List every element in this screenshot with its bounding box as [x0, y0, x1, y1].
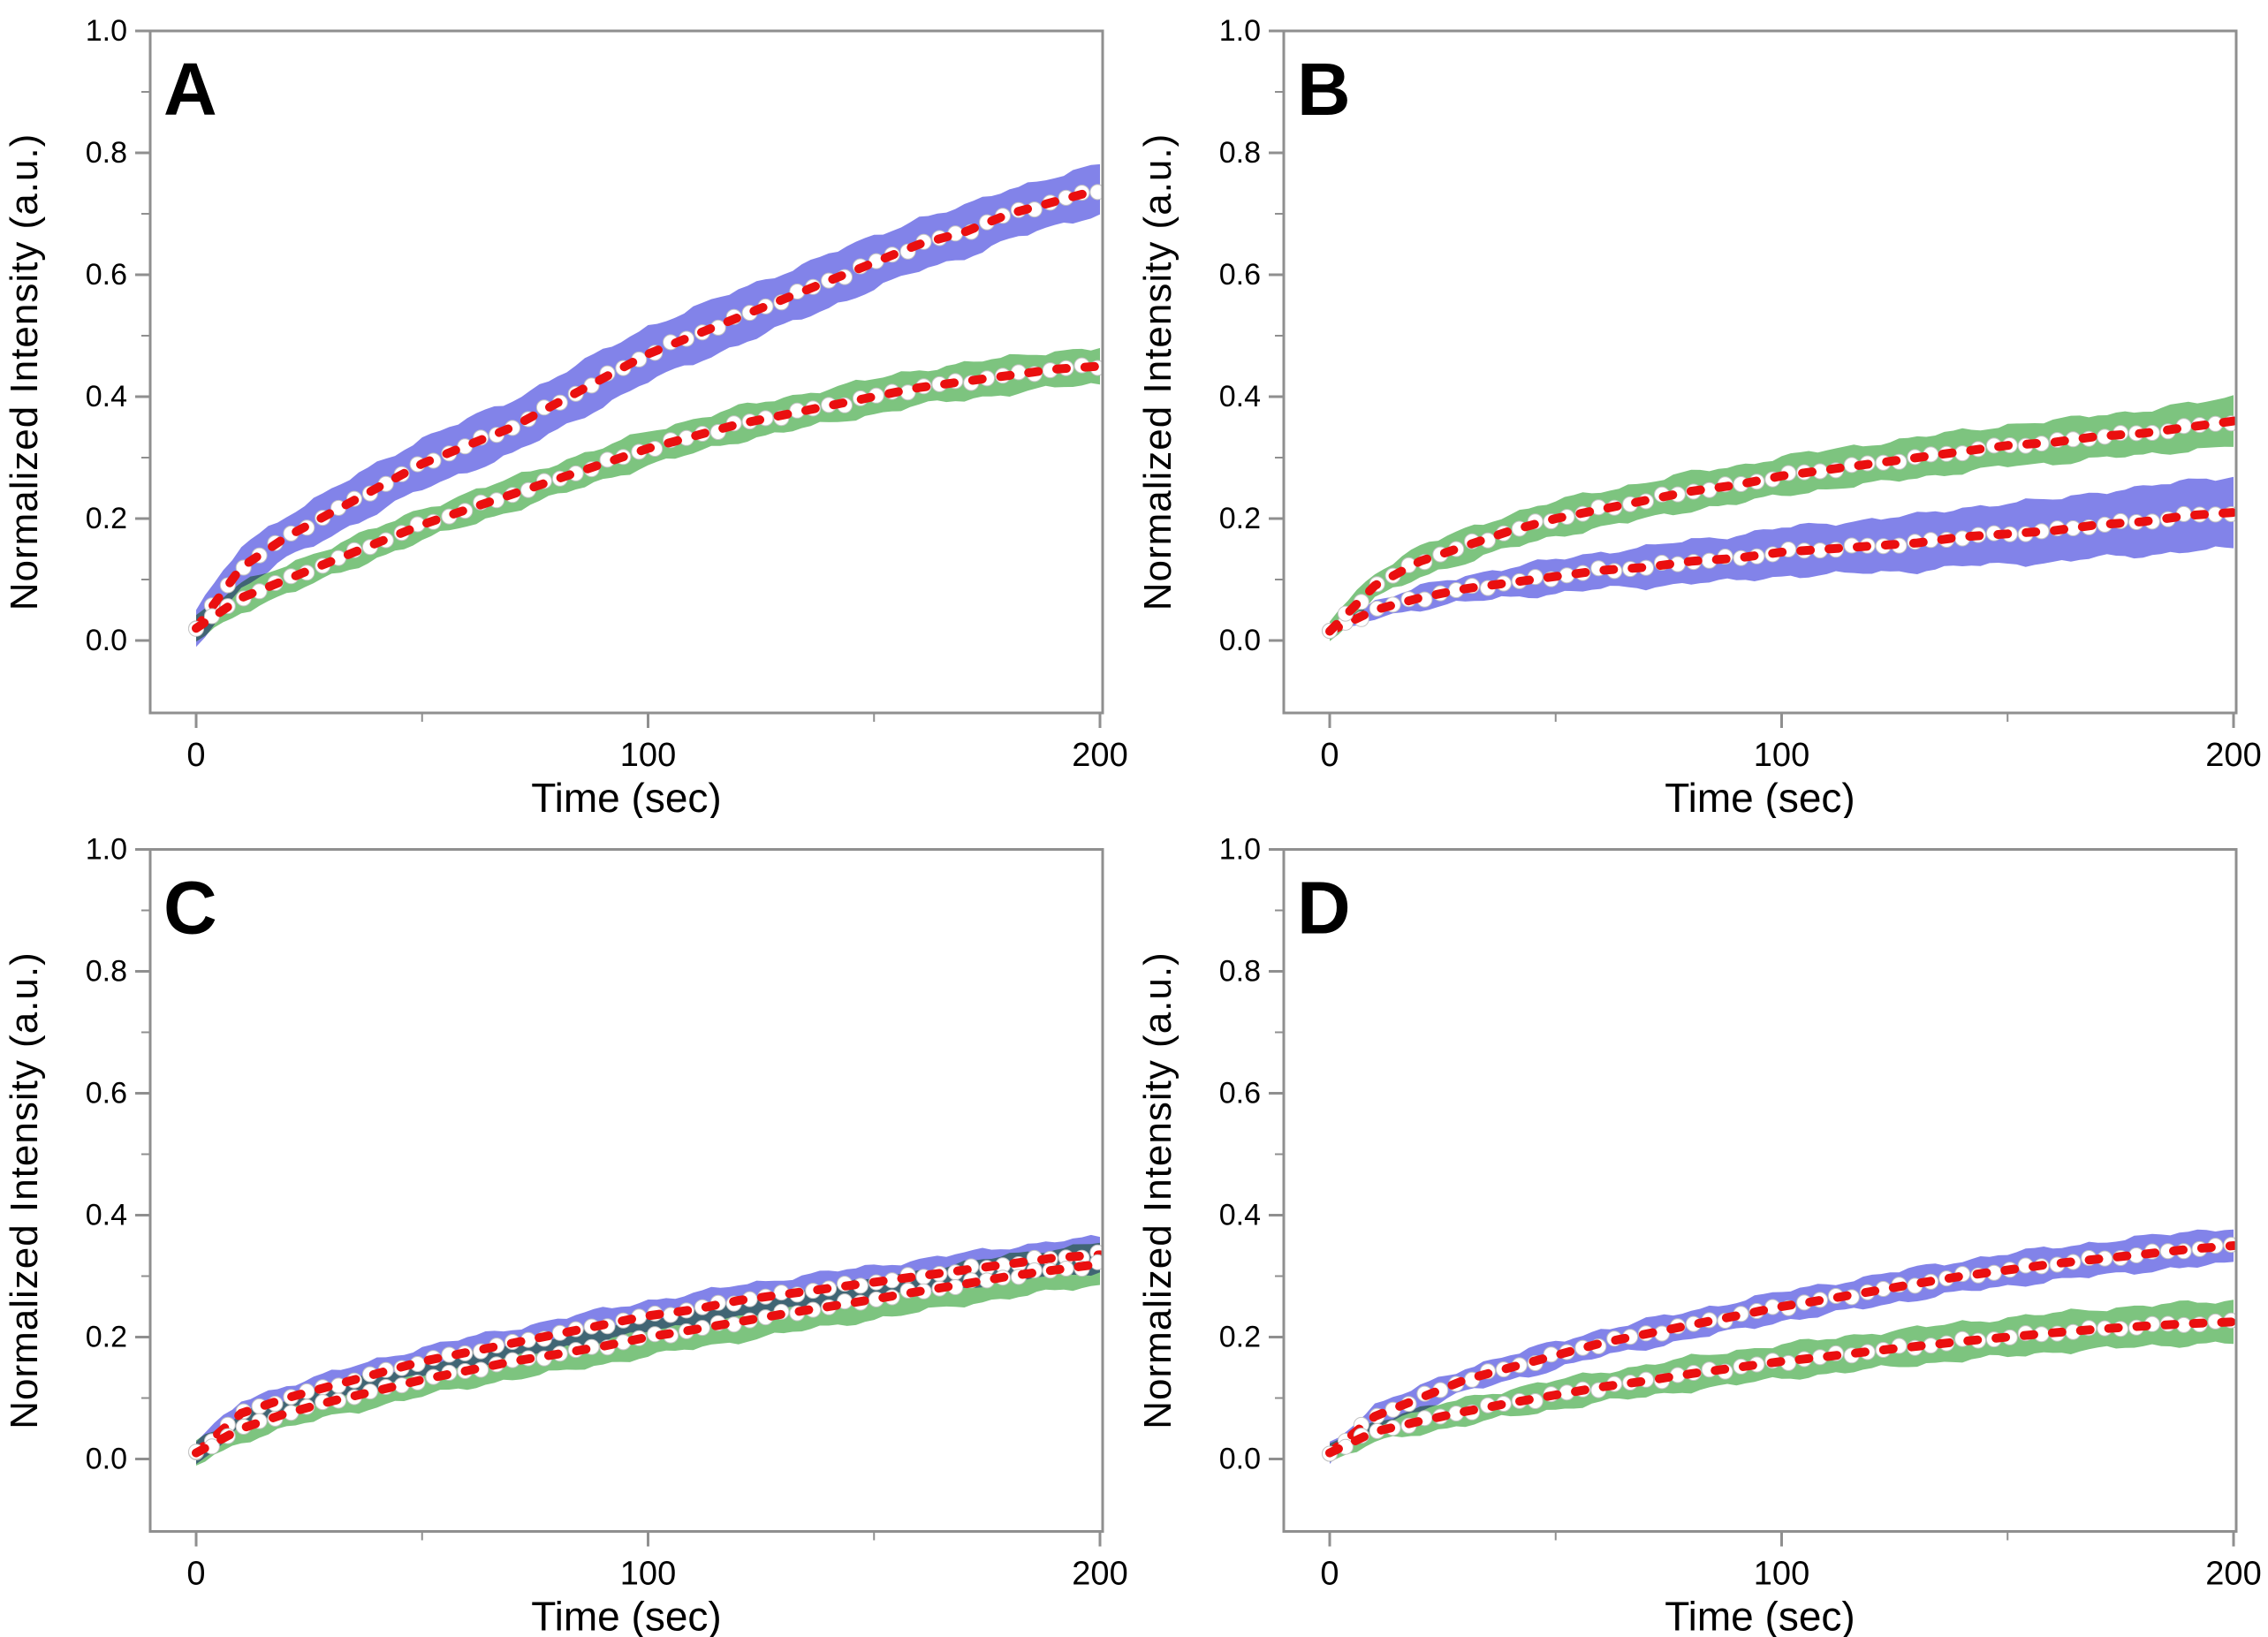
y-tick-label: 0.6 [86, 1077, 127, 1110]
green-fit-line [1325, 1317, 2235, 1458]
x-tick-label: 100 [1754, 737, 1809, 774]
y-tick-label: 0.2 [1219, 502, 1261, 535]
data-point-circle [1089, 184, 1102, 201]
plot-area [1322, 395, 2235, 641]
y-tick-label: 0.8 [1219, 955, 1261, 989]
y-tick-label: 0.2 [86, 502, 127, 535]
panel-letter: B [1297, 48, 1351, 131]
y-axis-title: Normalized Intensity (a.u.) [3, 951, 46, 1429]
y-tick-label: 0.6 [86, 258, 127, 292]
blue-fit-line [192, 185, 1102, 633]
y-tick-label: 0.0 [1219, 1443, 1261, 1476]
y-axis-title: Normalized Intensity (a.u.) [1136, 951, 1180, 1429]
panel-letter: D [1297, 867, 1351, 950]
y-axis-title: Normalized Intensity (a.u.) [3, 133, 46, 611]
plot-frame [1282, 848, 2238, 1533]
green-fit-line [192, 361, 1102, 633]
axis-ticks [1269, 29, 2235, 728]
panel-d-chart: 0.0 0.2 0.4 0.6 0.8 1.0 0 100 200 Time (sec) Norma… [1134, 818, 2267, 1637]
blue-fit-line [1325, 1241, 2235, 1458]
blue-band [1330, 476, 2234, 639]
green-band [1330, 395, 2234, 641]
plot-frame [1282, 29, 2238, 715]
panel-b: 0.0 0.2 0.4 0.6 0.8 1.0 0 100 200 Time (sec) Norma… [1134, 0, 2268, 818]
x-tick-label: 200 [2205, 737, 2261, 774]
x-tick-label: 100 [620, 1556, 676, 1593]
x-axis-title: Time (sec) [531, 775, 722, 818]
y-tick-label: 1.0 [1219, 14, 1261, 48]
y-tick-label: 0.0 [1219, 624, 1261, 657]
y-tick-label: 0.8 [1219, 136, 1261, 170]
y-tick-label: 0.0 [86, 624, 127, 657]
axis-ticks [135, 29, 1102, 728]
y-tick-label: 0.0 [86, 1443, 127, 1476]
y-tick-label: 0.2 [86, 1321, 127, 1354]
plot-frame [148, 29, 1104, 715]
x-tick-label: 0 [186, 737, 205, 774]
y-tick-label: 0.4 [1219, 1199, 1261, 1232]
blue-fit-line [1325, 508, 2235, 636]
axis-ticks [1269, 848, 2235, 1547]
plot-area [188, 163, 1102, 648]
x-tick-label: 200 [2205, 1556, 2261, 1593]
panel-b-chart: 0.0 0.2 0.4 0.6 0.8 1.0 0 100 200 Time (sec) Norma… [1134, 0, 2267, 818]
y-tick-label: 0.2 [1219, 1321, 1261, 1354]
x-axis-title: Time (sec) [1665, 775, 1855, 818]
panel-background [1134, 0, 2267, 818]
plot-frame [148, 848, 1104, 1533]
y-tick-label: 0.4 [86, 380, 127, 413]
x-tick-label: 200 [1072, 737, 1127, 774]
x-tick-label: 100 [620, 737, 676, 774]
x-axis-title: Time (sec) [1665, 1594, 1855, 1637]
x-tick-label: 100 [1754, 1556, 1809, 1593]
panel-a-chart: 0.0 0.2 0.4 0.6 0.8 1.0 0 100 200 Time (sec) Norma… [0, 0, 1134, 818]
x-tick-label: 0 [1320, 1556, 1339, 1593]
green-fit-line [192, 1259, 1102, 1458]
y-tick-label: 0.6 [1219, 258, 1261, 292]
y-tick-label: 0.6 [1219, 1077, 1261, 1110]
x-axis-title: Time (sec) [531, 1594, 722, 1637]
y-axis-title: Normalized Intensity (a.u.) [1136, 133, 1180, 611]
panel-background [0, 818, 1134, 1637]
panel-c: 0.0 0.2 0.4 0.6 0.8 1.0 0 100 200 Time (sec) Norma… [0, 818, 1134, 1637]
blue-fit-line [192, 1250, 1102, 1458]
plot-area [1322, 1229, 2235, 1465]
panel-letter: C [163, 867, 217, 950]
plot-area [188, 1234, 1102, 1466]
panel-c-chart: 0.0 0.2 0.4 0.6 0.8 1.0 0 100 200 Time (sec) Norma… [0, 818, 1134, 1637]
panel-a: 0.0 0.2 0.4 0.6 0.8 1.0 0 100 200 Time (sec) Norma… [0, 0, 1134, 818]
y-tick-label: 1.0 [1219, 833, 1261, 867]
panel-letter: A [163, 48, 217, 131]
panel-background [1134, 818, 2267, 1637]
blue-band [196, 163, 1100, 648]
y-tick-label: 0.4 [1219, 380, 1261, 413]
x-tick-label: 0 [186, 1556, 205, 1593]
y-tick-label: 0.4 [86, 1199, 127, 1232]
green-fit-line [1325, 416, 2235, 636]
x-tick-label: 0 [1320, 737, 1339, 774]
y-tick-label: 1.0 [86, 14, 127, 48]
y-tick-label: 0.8 [86, 955, 127, 989]
panel-d: 0.0 0.2 0.4 0.6 0.8 1.0 0 100 200 Time (sec) Norma… [1134, 818, 2268, 1637]
y-tick-label: 0.8 [86, 136, 127, 170]
y-tick-label: 1.0 [86, 833, 127, 867]
x-tick-label: 200 [1072, 1556, 1127, 1593]
axis-ticks [135, 848, 1102, 1547]
